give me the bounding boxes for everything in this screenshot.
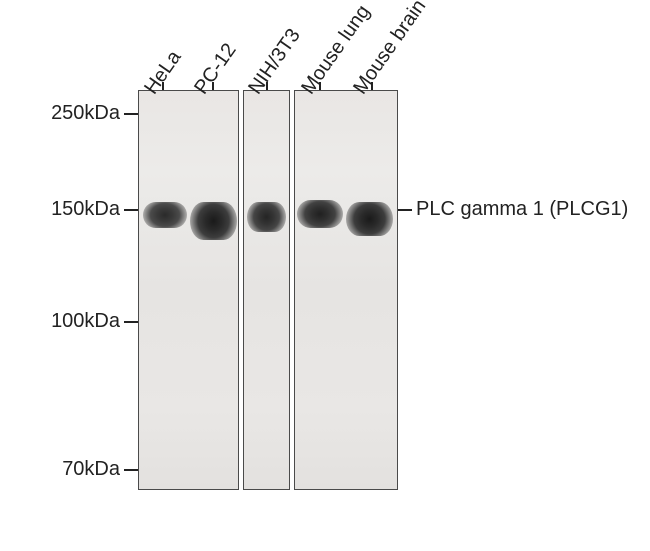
mw-label: 70kDa [62, 458, 120, 481]
blot-band [297, 200, 344, 228]
blot-panel [243, 90, 290, 490]
blot-band [247, 202, 286, 232]
mw-tick [124, 321, 138, 323]
mw-label: 250kDa [51, 102, 120, 125]
mw-tick [124, 209, 138, 211]
blot-area [138, 90, 398, 490]
western-blot-figure: HeLaPC-12NIH/3T3Mouse lungMouse brain250… [0, 0, 650, 551]
lane-label: NIH/3T3 [244, 25, 306, 99]
blot-panel [138, 90, 239, 490]
blot-panel [294, 90, 398, 490]
protein-label: PLC gamma 1 (PLCG1) [416, 198, 628, 221]
mw-tick [124, 469, 138, 471]
blot-band [143, 202, 187, 228]
protein-tick [398, 209, 412, 211]
mw-label: 150kDa [51, 198, 120, 221]
mw-label: 100kDa [51, 310, 120, 333]
blot-band [346, 202, 393, 236]
mw-tick [124, 113, 138, 115]
blot-band [190, 202, 237, 240]
